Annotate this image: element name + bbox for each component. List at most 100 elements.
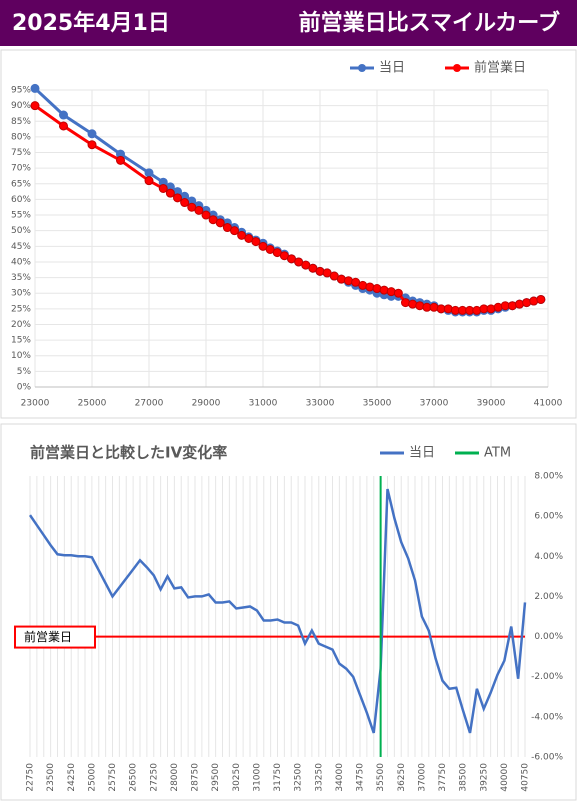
y2-tick-label: 0.00% bbox=[534, 632, 563, 642]
x-tick-label: 23500 bbox=[46, 763, 56, 792]
annotation-label: 前営業日 bbox=[24, 629, 72, 644]
x-tick-label: 25000 bbox=[87, 763, 97, 792]
x-tick-label: 27000 bbox=[135, 399, 164, 409]
header-title: 前営業日比スマイルカーブ bbox=[299, 10, 560, 36]
x-tick-label: 37000 bbox=[417, 763, 427, 792]
y-tick-label: 90% bbox=[11, 101, 31, 111]
marker bbox=[393, 288, 403, 298]
x-tick-label: 25000 bbox=[78, 399, 107, 409]
chart-frame bbox=[0, 49, 577, 419]
marker bbox=[215, 218, 225, 228]
x-tick-label: 30250 bbox=[232, 763, 242, 792]
y-tick-label: 15% bbox=[11, 336, 31, 346]
marker bbox=[201, 210, 211, 220]
x-tick-label: 33000 bbox=[306, 399, 335, 409]
x-tick-label: 35000 bbox=[363, 399, 392, 409]
chart-title: 前営業日と比較したIV変化率 bbox=[30, 444, 227, 462]
y-tick-label: 60% bbox=[11, 195, 31, 205]
marker bbox=[144, 176, 154, 186]
y-tick-label: 30% bbox=[11, 289, 31, 299]
x-tick-label: 24250 bbox=[67, 763, 77, 792]
x-tick-label: 31750 bbox=[273, 763, 283, 792]
x-tick-label: 37750 bbox=[438, 763, 448, 792]
marker bbox=[87, 140, 97, 150]
annotation-box bbox=[14, 625, 96, 649]
marker bbox=[116, 155, 125, 165]
y2-tick-label: -4.00% bbox=[531, 712, 563, 722]
marker bbox=[230, 226, 239, 236]
x-tick-label: 26500 bbox=[129, 763, 139, 792]
x-tick-label: 34750 bbox=[356, 763, 366, 792]
marker bbox=[180, 198, 190, 208]
x-tick-label: 36250 bbox=[397, 763, 407, 792]
x-tick-label: 31000 bbox=[252, 763, 262, 792]
y-tick-label: 75% bbox=[11, 148, 31, 158]
y-tick-label: 20% bbox=[11, 320, 31, 330]
legend-marker bbox=[453, 64, 461, 72]
y-tick-label: 80% bbox=[11, 132, 31, 142]
x-tick-label: 23000 bbox=[21, 399, 50, 409]
marker bbox=[59, 121, 68, 131]
marker bbox=[87, 129, 97, 139]
y-tick-label: 55% bbox=[11, 211, 31, 221]
y-tick-label: 45% bbox=[11, 242, 31, 252]
x-tick-label: 41000 bbox=[534, 399, 563, 409]
legend-label: ATM bbox=[484, 446, 511, 461]
x-tick-label: 28750 bbox=[191, 763, 201, 792]
marker bbox=[30, 83, 40, 93]
marker bbox=[194, 205, 204, 215]
x-tick-label: 34000 bbox=[335, 763, 345, 792]
y-tick-label: 95% bbox=[11, 86, 31, 96]
chart-frame bbox=[0, 423, 577, 801]
x-tick-label: 35500 bbox=[376, 763, 386, 792]
marker bbox=[144, 168, 154, 178]
marker bbox=[165, 188, 175, 198]
x-tick-label: 38500 bbox=[459, 763, 469, 792]
marker bbox=[158, 183, 168, 193]
x-tick-label: 29000 bbox=[192, 399, 221, 409]
legend-label: 当日 bbox=[379, 61, 405, 76]
x-tick-label: 39250 bbox=[479, 763, 489, 792]
header-date: 2025年4月1日 bbox=[12, 10, 170, 36]
y2-tick-label: -2.00% bbox=[531, 672, 563, 682]
y2-tick-label: 4.00% bbox=[534, 552, 563, 562]
y-tick-label: 50% bbox=[11, 226, 31, 236]
y-tick-label: 85% bbox=[11, 117, 31, 127]
x-tick-label: 33250 bbox=[314, 763, 324, 792]
y2-tick-label: 2.00% bbox=[534, 592, 563, 602]
x-tick-label: 40750 bbox=[521, 763, 531, 792]
x-tick-label: 27250 bbox=[149, 763, 159, 792]
marker bbox=[30, 101, 40, 111]
y2-tick-label: -6.00% bbox=[531, 753, 563, 763]
x-tick-label: 32500 bbox=[294, 763, 304, 792]
x-tick-label: 29500 bbox=[211, 763, 221, 792]
x-tick-label: 22750 bbox=[26, 763, 36, 792]
x-tick-label: 39000 bbox=[477, 399, 506, 409]
x-tick-label: 25750 bbox=[108, 763, 118, 792]
y-tick-label: 10% bbox=[11, 351, 31, 361]
y2-tick-label: 8.00% bbox=[534, 472, 563, 482]
x-tick-label: 40000 bbox=[500, 763, 510, 792]
x-tick-label: 37000 bbox=[420, 399, 449, 409]
y-tick-label: 35% bbox=[11, 273, 31, 283]
y-tick-label: 70% bbox=[11, 164, 31, 174]
y-tick-label: 5% bbox=[17, 367, 32, 377]
marker bbox=[59, 110, 68, 120]
marker bbox=[173, 193, 182, 203]
legend-label: 当日 bbox=[409, 446, 435, 461]
marker bbox=[251, 237, 261, 247]
legend-label: 前営業日 bbox=[474, 60, 526, 76]
x-tick-label: 28000 bbox=[170, 763, 180, 792]
y-tick-label: 25% bbox=[11, 304, 31, 314]
legend-marker bbox=[358, 64, 366, 72]
marker bbox=[536, 294, 546, 304]
y2-tick-label: 6.00% bbox=[534, 512, 563, 522]
y-tick-label: 0% bbox=[17, 383, 32, 393]
y-tick-label: 40% bbox=[11, 257, 31, 267]
series-line bbox=[28, 488, 527, 734]
header-bar bbox=[0, 0, 577, 46]
x-tick-label: 31000 bbox=[249, 399, 278, 409]
y-tick-label: 65% bbox=[11, 179, 31, 189]
